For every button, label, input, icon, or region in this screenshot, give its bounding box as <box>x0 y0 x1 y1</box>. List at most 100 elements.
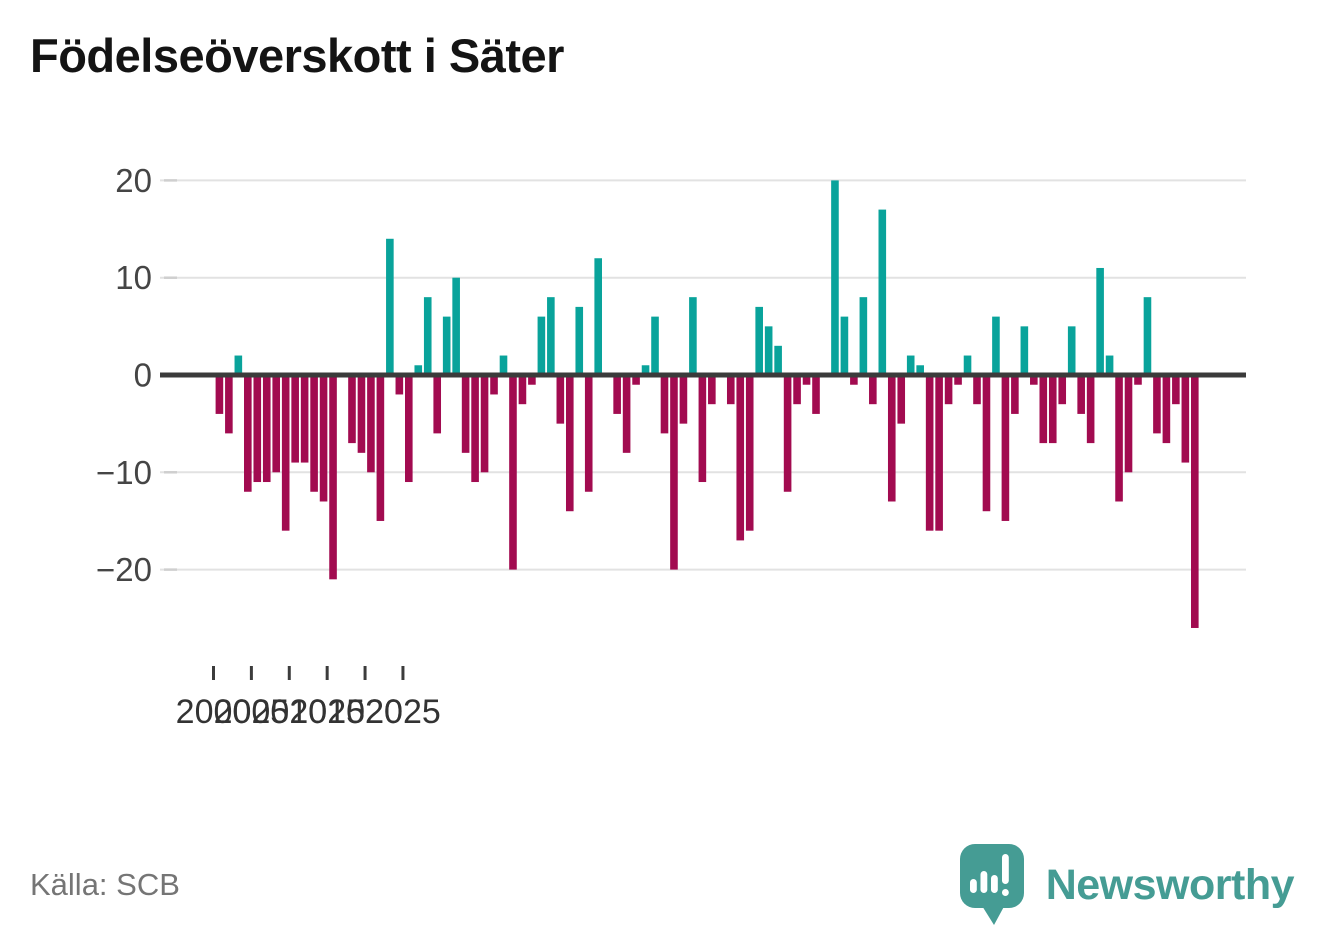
bar-2007Q2 <box>490 375 498 395</box>
bar-2016Q3 <box>840 316 849 375</box>
bar-2011Q2 <box>641 365 650 375</box>
newsworthy-wordmark: Newsworthy <box>1045 860 1295 909</box>
bar-2023Q2 <box>1096 267 1104 375</box>
bar-2021Q4 <box>1039 375 1048 444</box>
newsworthy-icon <box>959 844 1024 925</box>
bar-2008Q2 <box>528 375 536 385</box>
bar-2002Q3 <box>310 375 318 492</box>
bar-2012Q1 <box>670 375 678 570</box>
bar-2009Q3 <box>575 306 584 375</box>
bar-2017Q2 <box>869 375 877 405</box>
bar-2006Q1 <box>442 316 451 375</box>
bar-2024Q1 <box>1124 375 1133 473</box>
bar-2004Q1 <box>367 375 375 473</box>
bar-2014Q3 <box>764 326 773 375</box>
bar-2022Q1 <box>1048 375 1057 444</box>
bar-2004Q4 <box>395 375 404 395</box>
bar-2025Q2 <box>1172 375 1180 405</box>
bar-2023Q1 <box>1086 375 1095 444</box>
bar-2007Q3 <box>499 355 508 375</box>
bar-2001Q2 <box>262 375 271 483</box>
y-axis-tick-label: 10 <box>115 259 152 296</box>
logo-exclamation-dot <box>1001 889 1009 896</box>
bar-2002Q4 <box>319 375 328 502</box>
bar-2004Q2 <box>376 375 385 521</box>
bar-2000Q3 <box>234 355 243 375</box>
bar-2012Q4 <box>698 375 707 483</box>
bar-2014Q4 <box>774 345 782 375</box>
x-axis-tick-label: 2005 <box>214 693 290 731</box>
bar-2017Q3 <box>878 209 887 375</box>
bar-2006Q2 <box>452 277 460 375</box>
bar-2020Q1 <box>973 375 981 405</box>
bar-2015Q1 <box>783 375 792 492</box>
bar-2016Q2 <box>831 180 839 375</box>
logo-exclamation-bar <box>1001 854 1009 884</box>
newsworthy-logo: Newsworthy <box>959 843 1295 927</box>
bar-2006Q3 <box>461 375 470 453</box>
bar-2008Q1 <box>518 375 527 405</box>
bar-2010Q1 <box>594 258 602 375</box>
bar-2022Q4 <box>1077 375 1085 414</box>
bar-2002Q2 <box>300 375 309 463</box>
bar-2022Q3 <box>1067 326 1076 375</box>
bar-2020Q2 <box>982 375 991 512</box>
bar-2022Q2 <box>1058 375 1067 405</box>
bar-2011Q3 <box>651 316 659 375</box>
logo-bubble-tail <box>978 901 1007 925</box>
bar-2011Q4 <box>660 375 669 434</box>
bar-2021Q3 <box>1030 375 1038 385</box>
y-axis-tick-label: −20 <box>96 551 152 588</box>
bar-2023Q3 <box>1105 355 1114 375</box>
page-title: Födelseöverskott i Säter <box>30 29 564 82</box>
y-axis-tick-label: 0 <box>134 357 152 394</box>
bar-2011Q1 <box>632 375 640 385</box>
bar-2009Q4 <box>584 375 593 492</box>
bar-2018Q4 <box>925 375 934 531</box>
bar-2000Q1 <box>215 375 224 414</box>
y-axis-tick-label: −10 <box>96 454 152 491</box>
bar-2005Q2 <box>414 365 423 375</box>
bar-2003Q1 <box>329 375 337 580</box>
bar-2023Q4 <box>1115 375 1123 502</box>
bar-2019Q1 <box>935 375 943 531</box>
logo-chart-bar <box>990 875 998 893</box>
bar-2007Q1 <box>480 375 489 473</box>
bar-2005Q1 <box>405 375 413 483</box>
bar-2021Q1 <box>1011 375 1019 414</box>
bar-2015Q3 <box>802 375 811 385</box>
bar-2010Q3 <box>613 375 621 414</box>
bar-2009Q2 <box>565 375 574 512</box>
bar-2024Q3 <box>1143 297 1152 375</box>
bar-2003Q3 <box>348 375 356 444</box>
bar-2014Q2 <box>755 306 763 375</box>
bar-2012Q3 <box>689 297 697 375</box>
x-axis-tick-label: 2025 <box>365 693 441 731</box>
logo-chart-bar <box>969 879 977 893</box>
bar-2017Q1 <box>859 297 868 375</box>
bar-2018Q1 <box>897 375 906 424</box>
logo-chart-bar <box>980 871 988 893</box>
source-caption: Källa: SCB <box>30 867 180 902</box>
bar-2008Q3 <box>537 316 546 375</box>
bar-2025Q3 <box>1181 375 1190 463</box>
y-axis-tick-label: 20 <box>115 162 152 199</box>
bar-2013Q4 <box>736 375 745 541</box>
x-axis-tick-label: 2015 <box>289 693 365 731</box>
bar-2001Q3 <box>272 375 281 473</box>
bar-2001Q4 <box>281 375 290 531</box>
bar-2020Q4 <box>1001 375 1010 521</box>
bar-2021Q2 <box>1020 326 1029 375</box>
bar-2016Q4 <box>850 375 858 385</box>
bar-2015Q4 <box>812 375 820 414</box>
bar-2019Q2 <box>944 375 953 405</box>
bar-2000Q4 <box>244 375 252 492</box>
bar-2001Q1 <box>253 375 262 483</box>
bar-2024Q2 <box>1134 375 1142 385</box>
bar-2005Q3 <box>423 297 432 375</box>
bar-2015Q2 <box>793 375 801 405</box>
bar-2025Q4 <box>1191 375 1199 628</box>
bar-2019Q4 <box>963 355 972 375</box>
bar-2020Q3 <box>992 316 1000 375</box>
